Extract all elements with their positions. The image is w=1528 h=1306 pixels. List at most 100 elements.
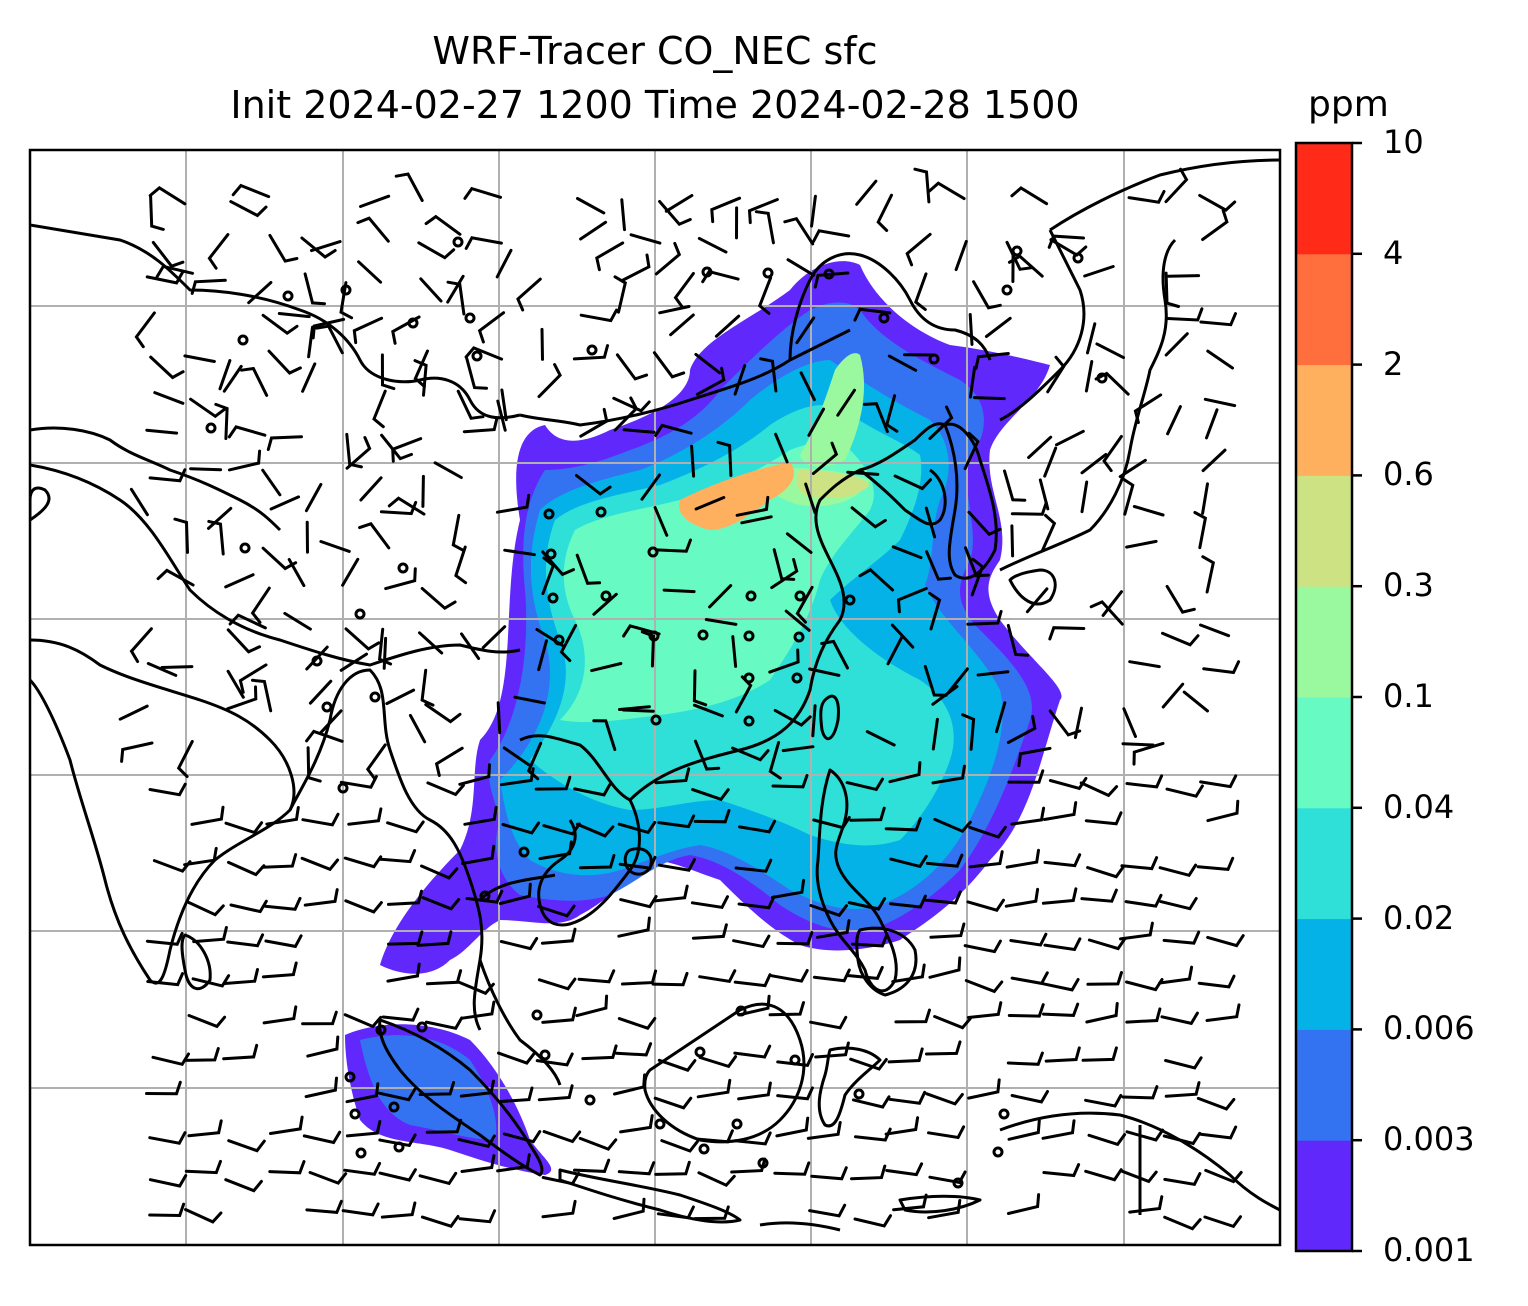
calm-wind-marker <box>1001 284 1013 296</box>
wind-barb <box>664 194 694 213</box>
wind-barb <box>1055 429 1085 447</box>
wind-barb <box>884 1116 920 1136</box>
wind-barb <box>1125 978 1164 992</box>
wind-barb <box>1083 265 1115 278</box>
wind-barb <box>1122 707 1137 738</box>
wind-barb <box>345 1082 380 1104</box>
wind-barb <box>477 311 506 344</box>
wind-barb <box>620 253 651 282</box>
wind-barb <box>460 632 481 660</box>
wind-barb <box>537 904 576 918</box>
wind-barb <box>227 425 267 439</box>
wind-barb <box>694 352 722 375</box>
wind-barb <box>537 977 577 991</box>
wind-barb <box>735 495 770 517</box>
calm-wind-marker <box>311 655 323 667</box>
wind-barb <box>892 1193 928 1212</box>
wind-barb <box>1125 1128 1165 1142</box>
wind-barb <box>1119 921 1154 941</box>
wind-barb <box>378 1168 417 1182</box>
wind-barb <box>446 274 465 304</box>
wind-barb <box>968 825 1007 839</box>
calm-wind-marker <box>735 1005 747 1017</box>
wind-barb <box>537 639 548 672</box>
wind-barb <box>262 1005 298 1025</box>
wind-barb <box>456 389 485 420</box>
wind-barb <box>691 923 728 940</box>
wind-barb <box>966 1001 1003 1019</box>
wind-barb <box>738 819 777 834</box>
wind-barb <box>622 624 661 638</box>
wind-barb <box>465 357 488 390</box>
wind-barb <box>460 1000 496 1020</box>
wind-barb <box>768 741 782 780</box>
wind-barb <box>301 812 340 827</box>
calm-wind-marker <box>354 608 366 620</box>
wind-barb <box>928 405 954 440</box>
wind-barb <box>418 631 444 655</box>
wind-barb <box>1102 435 1123 473</box>
wind-barb <box>352 316 384 345</box>
wind-barb <box>579 407 609 438</box>
wind-barb <box>306 1035 340 1058</box>
wind-barb <box>300 236 337 259</box>
wind-barb <box>377 1087 417 1102</box>
colorbar-unit-label: ppm <box>1308 84 1389 125</box>
wind-barb <box>619 1114 654 1134</box>
wind-barb <box>814 1041 850 1059</box>
wind-barb <box>387 930 424 946</box>
wind-barb <box>380 353 396 391</box>
wind-barb <box>1198 193 1237 212</box>
wind-barb <box>967 1078 1001 1100</box>
wind-barb <box>931 685 959 706</box>
wind-barb <box>227 860 266 877</box>
wind-barb <box>747 198 779 225</box>
calm-wind-marker <box>344 1071 356 1083</box>
calm-wind-marker <box>992 1146 1004 1158</box>
wind-barb <box>737 994 771 1017</box>
wind-barb <box>1196 856 1235 871</box>
wind-barb <box>933 1015 972 1030</box>
wind-barb <box>691 788 730 802</box>
wind-barb <box>526 741 543 781</box>
wind-barb <box>1010 1090 1049 1104</box>
coastline-japan-south <box>1008 568 1057 606</box>
calm-wind-marker <box>545 548 557 560</box>
wind-barb <box>849 1057 888 1071</box>
wind-barb <box>812 968 851 983</box>
wind-barb <box>187 1119 223 1138</box>
calm-wind-marker <box>397 562 409 574</box>
wind-barb <box>1080 888 1118 903</box>
calm-wind-marker <box>745 590 757 602</box>
wind-barb <box>462 416 499 434</box>
wind-barb <box>343 855 383 869</box>
wind-barb <box>1161 682 1185 709</box>
wind-barb <box>923 664 948 697</box>
wind-barb <box>378 1133 417 1148</box>
coastline-myanmar <box>288 668 484 1031</box>
wind-barb <box>694 739 721 771</box>
wind-barb <box>575 474 612 496</box>
calm-wind-marker <box>539 1049 551 1061</box>
wind-barb <box>1196 1096 1236 1111</box>
calm-wind-marker <box>743 672 755 684</box>
wind-barb <box>972 396 1006 401</box>
wind-barb <box>698 969 737 984</box>
calm-wind-marker <box>452 236 464 248</box>
wind-barb <box>572 344 609 361</box>
wind-barb <box>145 428 179 435</box>
wind-barb <box>540 327 544 361</box>
wind-barb <box>896 587 928 614</box>
wind-barb <box>595 241 625 272</box>
wind-barb <box>1005 240 1034 271</box>
wind-barb <box>319 540 351 553</box>
wind-barb <box>660 1139 699 1153</box>
colorbar-segment <box>1296 143 1352 255</box>
wind-barb <box>850 933 889 948</box>
wind-barb <box>240 366 269 397</box>
wind-barb <box>1197 974 1236 989</box>
wind-barb <box>424 1016 464 1030</box>
wind-barb <box>457 1134 496 1149</box>
wind-barb <box>214 402 229 440</box>
wind-barb <box>887 354 918 372</box>
